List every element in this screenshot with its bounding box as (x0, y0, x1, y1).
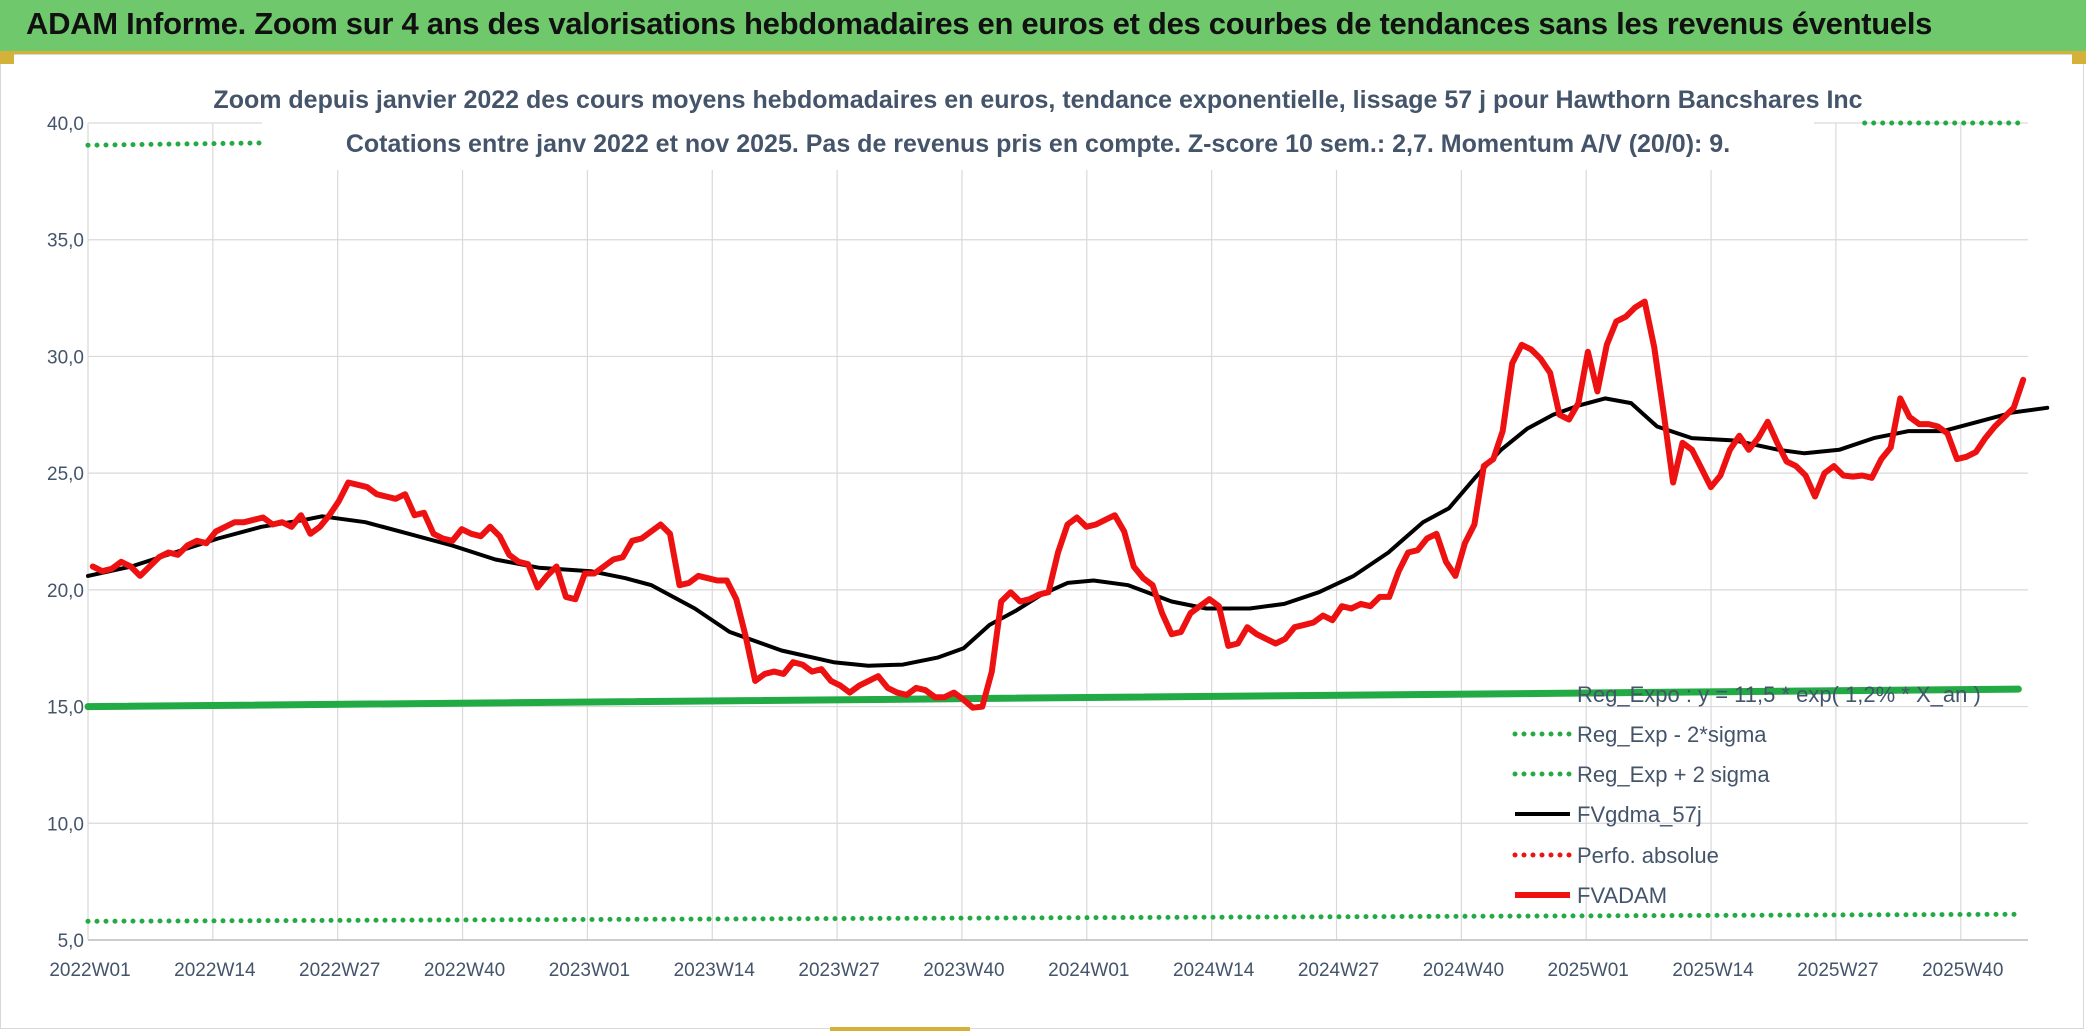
legend-label-price: FVADAM (1577, 883, 1667, 908)
chart-title: Zoom depuis janvier 2022 des cours moyen… (213, 86, 1862, 114)
y-tick-label: 10,0 (47, 814, 84, 835)
legend-label-high: Reg_Exp + 2 sigma (1577, 762, 1770, 787)
x-tick-label: 2024W14 (1173, 960, 1255, 981)
axes: 5,0 10,0 15,0 20,0 25,0 30,0 35,0 40,0 2022W01 20… (47, 114, 2028, 981)
legend-label-low: Reg_Exp - 2*sigma (1577, 722, 1767, 747)
x-tick-label: 2022W14 (174, 960, 256, 981)
legend: Reg_Expo : y = 11,5 * exp( 1,2% * X_an )… (1515, 682, 1981, 908)
y-tick-label: 5,0 (58, 931, 84, 952)
y-tick-label: 25,0 (47, 464, 84, 485)
series-reg-minus-2sigma (88, 914, 2018, 921)
series-layer (88, 123, 2047, 921)
x-tick-label: 2025W01 (1548, 960, 1629, 981)
legend-label-trend: FVgdma_57j (1577, 802, 1702, 827)
series-fvadam (93, 302, 2023, 708)
y-tick-label: 40,0 (47, 114, 84, 135)
x-tick-label: 2024W27 (1298, 960, 1379, 981)
x-tick-label: 2023W14 (674, 960, 756, 981)
y-tick-label: 15,0 (47, 698, 84, 719)
x-tick-label: 2023W01 (549, 960, 630, 981)
line-chart: Zoom depuis janvier 2022 des cours moyen… (0, 0, 2086, 1031)
chart-subtitle: Cotations entre janv 2022 et nov 2025. P… (346, 130, 1730, 158)
legend-label-reg: Reg_Expo : y = 11,5 * exp( 1,2% * X_an ) (1577, 682, 1981, 707)
x-tick-label: 2022W01 (49, 960, 130, 981)
x-tick-label: 2024W40 (1423, 960, 1504, 981)
x-tick-label: 2025W27 (1797, 960, 1878, 981)
x-tick-label: 2024W01 (1048, 960, 1129, 981)
series-reg-plus-2sigma (88, 143, 275, 145)
legend-label-perf: Perfo. absolue (1577, 843, 1719, 868)
y-tick-label: 30,0 (47, 347, 84, 368)
x-tick-label: 2023W40 (923, 960, 1004, 981)
y-tick-label: 35,0 (47, 231, 84, 252)
x-tick-label: 2022W40 (424, 960, 505, 981)
x-tick-label: 2022W27 (299, 960, 380, 981)
x-tick-label: 2023W27 (798, 960, 879, 981)
x-tick-label: 2025W40 (1922, 960, 2003, 981)
y-tick-label: 20,0 (47, 581, 84, 602)
grid (88, 123, 2028, 940)
x-tick-label: 2025W14 (1672, 960, 1754, 981)
